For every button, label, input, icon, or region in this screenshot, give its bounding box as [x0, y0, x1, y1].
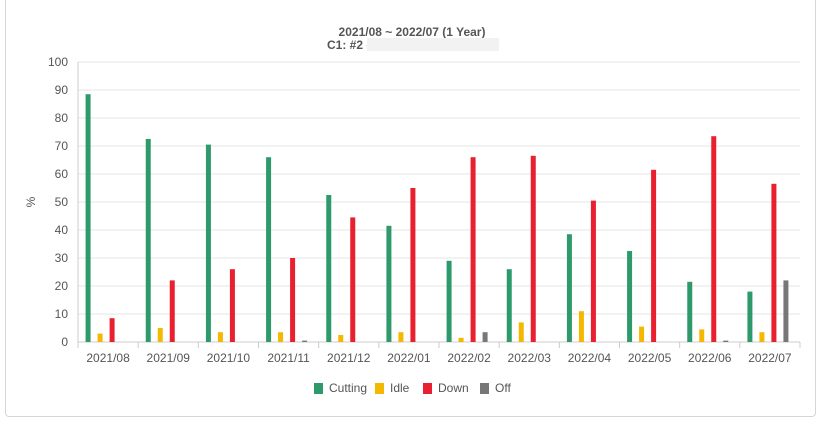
bar-cutting	[747, 291, 753, 342]
x-tick-label: 2021/08	[86, 351, 130, 365]
y-tick-label: 30	[55, 251, 69, 265]
bar-idle	[97, 333, 103, 342]
bar-idle	[338, 335, 344, 342]
bar-down	[530, 155, 536, 342]
bar-cutting	[566, 234, 572, 342]
bar-cutting	[326, 195, 332, 342]
y-tick-label: 50	[55, 195, 69, 209]
bar-idle	[759, 332, 765, 342]
x-tick-labels: 2021/08 2021/09 2021/10 2021/11 2021/12 2022/…	[86, 351, 792, 365]
legend-swatch-cutting	[314, 383, 323, 394]
bar-cutting	[85, 94, 91, 342]
y-tick-label: 20	[55, 279, 69, 293]
bar-down	[169, 280, 175, 342]
x-tick-label: 2022/06	[688, 351, 732, 365]
bar-down	[109, 318, 115, 342]
x-tick-label: 2022/07	[748, 351, 792, 365]
bar-down	[651, 169, 657, 342]
bars	[85, 94, 789, 342]
y-tick-label: 40	[55, 223, 69, 237]
x-tick-label: 2021/12	[327, 351, 371, 365]
legend-label-idle: Idle	[390, 381, 410, 395]
bar-down	[410, 188, 416, 342]
bar-cutting	[506, 269, 512, 342]
y-tick-labels: 0 10 20 30 40 50 60 70 80 90 100	[48, 55, 68, 349]
bar-idle	[157, 328, 163, 342]
bar-cutting	[627, 251, 633, 342]
bar-idle	[639, 326, 645, 342]
x-tick-label: 2022/05	[628, 351, 672, 365]
bar-cutting	[205, 144, 211, 342]
y-tick-label: 10	[55, 307, 69, 321]
x-tick-label: 2022/01	[387, 351, 431, 365]
legend-label-down: Down	[438, 381, 469, 395]
bar-off	[482, 332, 488, 342]
bar-idle	[398, 332, 404, 342]
bar-off	[302, 340, 308, 342]
legend-swatch-down	[423, 383, 432, 394]
bar-idle	[278, 332, 284, 342]
bar-down	[711, 136, 717, 342]
bar-idle	[578, 311, 584, 342]
chart-subtitle: C1: #2 -	[327, 38, 370, 52]
legend-label-cutting: Cutting	[329, 381, 367, 395]
x-tick-label: 2021/10	[207, 351, 251, 365]
y-tick-label: 70	[55, 139, 69, 153]
y-tick-label: 60	[55, 167, 69, 181]
bar-off	[723, 340, 729, 342]
bar-idle	[518, 322, 524, 342]
bar-down	[771, 183, 777, 342]
x-tick-label: 2022/04	[568, 351, 612, 365]
x-tick-label: 2021/11	[267, 351, 310, 365]
x-tick-label: 2022/03	[508, 351, 552, 365]
bar-down	[470, 157, 476, 342]
grid-lines	[77, 61, 801, 348]
bar-down	[290, 258, 296, 342]
legend-swatch-idle	[375, 383, 384, 394]
bar-cutting	[446, 260, 452, 342]
bar-off	[783, 280, 789, 342]
y-tick-label: 100	[48, 55, 68, 69]
bar-down	[590, 200, 596, 342]
x-tick-label: 2021/09	[147, 351, 191, 365]
y-tick-label: 90	[55, 83, 69, 97]
bar-cutting	[266, 157, 272, 342]
bar-cutting	[687, 281, 693, 342]
redacted-name-box	[367, 38, 499, 51]
bar-idle	[217, 332, 223, 342]
bar-cutting	[145, 139, 151, 342]
legend-label-off: Off	[495, 381, 511, 395]
bar-cutting	[386, 225, 392, 342]
legend: Cutting Idle Down Off	[314, 381, 511, 395]
chart-title: 2021/08 ~ 2022/07 (1 Year)	[339, 25, 486, 39]
x-tick-label: 2022/02	[447, 351, 491, 365]
bar-down	[350, 217, 356, 342]
legend-swatch-off	[480, 383, 489, 394]
bar-down	[229, 269, 235, 342]
y-tick-label: 80	[55, 111, 69, 125]
bar-idle	[458, 337, 464, 342]
y-tick-label: 0	[61, 335, 68, 349]
bar-idle	[699, 329, 705, 342]
y-axis-label: %	[24, 196, 38, 207]
